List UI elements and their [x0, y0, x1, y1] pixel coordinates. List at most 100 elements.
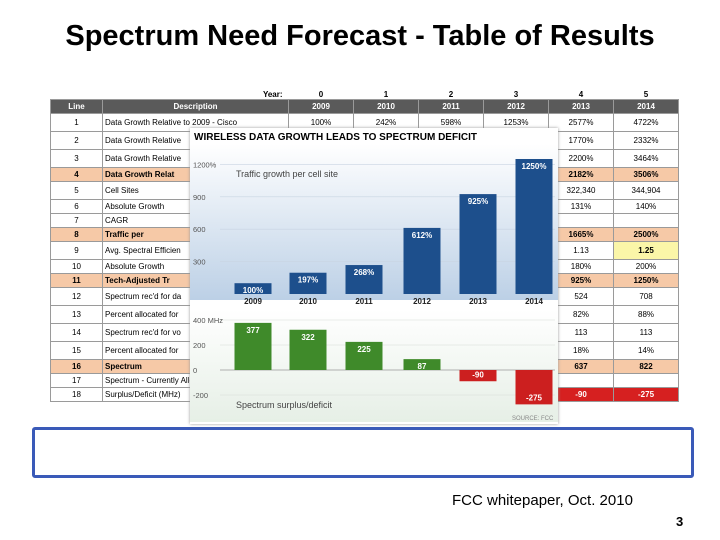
table-cell: 637: [548, 359, 615, 374]
bar-traffic-growth: [459, 194, 497, 294]
y-tick-label: 900: [193, 193, 206, 202]
line-number: 11: [50, 273, 103, 288]
table-cell: 88%: [613, 305, 680, 324]
x-tick-label: 2012: [413, 297, 431, 306]
bar-surplus-deficit: [289, 329, 327, 370]
table-cell: 1.25: [613, 241, 680, 260]
column-header: 2011: [418, 99, 485, 114]
table-cell: 140%: [613, 199, 680, 214]
table-cell: 2332%: [613, 131, 680, 150]
table-cell: [613, 213, 680, 228]
column-header: 2012: [483, 99, 550, 114]
year-index: 4: [578, 90, 584, 99]
chart-subtitle: Spectrum surplus/deficit: [236, 400, 333, 410]
y-tick-label: 0: [193, 366, 197, 375]
line-number: 15: [50, 341, 103, 360]
bar-surplus-deficit: [515, 370, 553, 405]
x-tick-label: 2010: [299, 297, 317, 306]
bar-traffic-growth: [403, 227, 441, 294]
table-header-row: Line Description 2009 2010 2011 2012 2013 2014: [50, 99, 680, 114]
bar-data-label: -275: [526, 393, 543, 402]
line-number: 3: [50, 149, 103, 168]
table-cell: 131%: [548, 199, 615, 214]
line-number: 12: [50, 287, 103, 306]
table-cell: 82%: [548, 305, 615, 324]
page-number: 3: [676, 514, 684, 529]
bar-data-label: 322: [301, 333, 315, 342]
table-cell: 3464%: [613, 149, 680, 168]
bar-traffic-growth: [234, 283, 272, 294]
slide-title: Spectrum Need Forecast - Table of Result…: [65, 20, 655, 52]
column-header: Description: [101, 99, 290, 114]
bar-traffic-growth: [515, 159, 553, 294]
table-cell: 200%: [613, 259, 680, 274]
table-cell: 1.13: [548, 241, 615, 260]
table-cell: 708: [613, 287, 680, 306]
line-number: 13: [50, 305, 103, 324]
y-tick-label: -200: [193, 391, 208, 400]
chart-source: SOURCE: FCC: [512, 416, 554, 422]
y-tick-label: 600: [193, 225, 206, 234]
table-cell: 3506%: [613, 167, 680, 182]
bar-data-label: 377: [246, 326, 260, 335]
table-cell: 2577%: [548, 113, 615, 132]
table-cell: [613, 373, 680, 388]
bar-data-label: 197%: [298, 276, 318, 285]
year-label: Year:: [262, 90, 283, 99]
bar-data-label: 612%: [412, 231, 432, 240]
table-cell: 2200%: [548, 149, 615, 168]
table-cell: 1250%: [613, 273, 680, 288]
year-row: Year: 0 1 2 3 4 5: [51, 90, 679, 100]
line-number: 1: [50, 113, 103, 132]
table-cell: [548, 373, 615, 388]
table-cell: 14%: [613, 341, 680, 360]
table-cell: 822: [613, 359, 680, 374]
year-index: 3: [513, 90, 519, 99]
x-tick-label: 2014: [525, 297, 543, 306]
line-number: 6: [50, 199, 103, 214]
table-cell: 322,340: [548, 181, 615, 200]
spectrum-deficit-chart: WIRELESS DATA GROWTH LEADS TO SPECTRUM D…: [190, 128, 558, 424]
table-cell: 113: [548, 323, 615, 342]
table-cell: 18%: [548, 341, 615, 360]
bar-data-label: 268%: [354, 268, 374, 277]
year-index: 1: [383, 90, 389, 99]
source-note: FCC whitepaper, Oct. 2010: [452, 492, 633, 509]
line-number: 7: [50, 213, 103, 228]
bar-surplus-deficit: [403, 359, 441, 370]
year-index: 2: [448, 90, 454, 99]
year-index: 0: [318, 90, 324, 99]
bar-data-label: 100%: [243, 286, 263, 295]
table-cell: -275: [613, 387, 680, 402]
table-cell: 925%: [548, 273, 615, 288]
bar-traffic-growth: [289, 272, 327, 294]
table-row: 1 Data Growth Relative to 2009 - Cisco 100…: [50, 113, 680, 132]
line-number: 2: [50, 131, 103, 150]
line-number: 10: [50, 259, 103, 274]
column-header: 2013: [548, 99, 615, 114]
column-header: 2014: [613, 99, 680, 114]
table-cell: 344,904: [613, 181, 680, 200]
bar-surplus-deficit: [234, 322, 272, 370]
x-tick-label: 2009: [244, 297, 262, 306]
line-number: 14: [50, 323, 103, 342]
table-cell: -90: [548, 387, 615, 402]
table-cell: 1665%: [548, 227, 615, 242]
line-number: 4: [50, 167, 103, 182]
chart-subtitle: Traffic growth per cell site: [236, 169, 338, 179]
table-cell: 4722%: [613, 113, 680, 132]
line-number: 5: [50, 181, 103, 200]
x-tick-label: 2011: [355, 297, 373, 306]
y-tick-label: 300: [193, 258, 206, 267]
line-number: 17: [50, 373, 103, 388]
chart-canvas: Traffic growth per cell site 300 600 900 120…: [190, 144, 558, 422]
bar-data-label: 87: [418, 362, 427, 371]
chart-title: WIRELESS DATA GROWTH LEADS TO SPECTRUM D…: [194, 132, 477, 143]
table-cell: 1770%: [548, 131, 615, 150]
table-cell: 180%: [548, 259, 615, 274]
table-cell: 2182%: [548, 167, 615, 182]
bar-data-label: 225: [357, 345, 371, 354]
bar-surplus-deficit: [459, 370, 497, 382]
line-number: 8: [50, 227, 103, 242]
bar-traffic-growth: [345, 265, 383, 294]
